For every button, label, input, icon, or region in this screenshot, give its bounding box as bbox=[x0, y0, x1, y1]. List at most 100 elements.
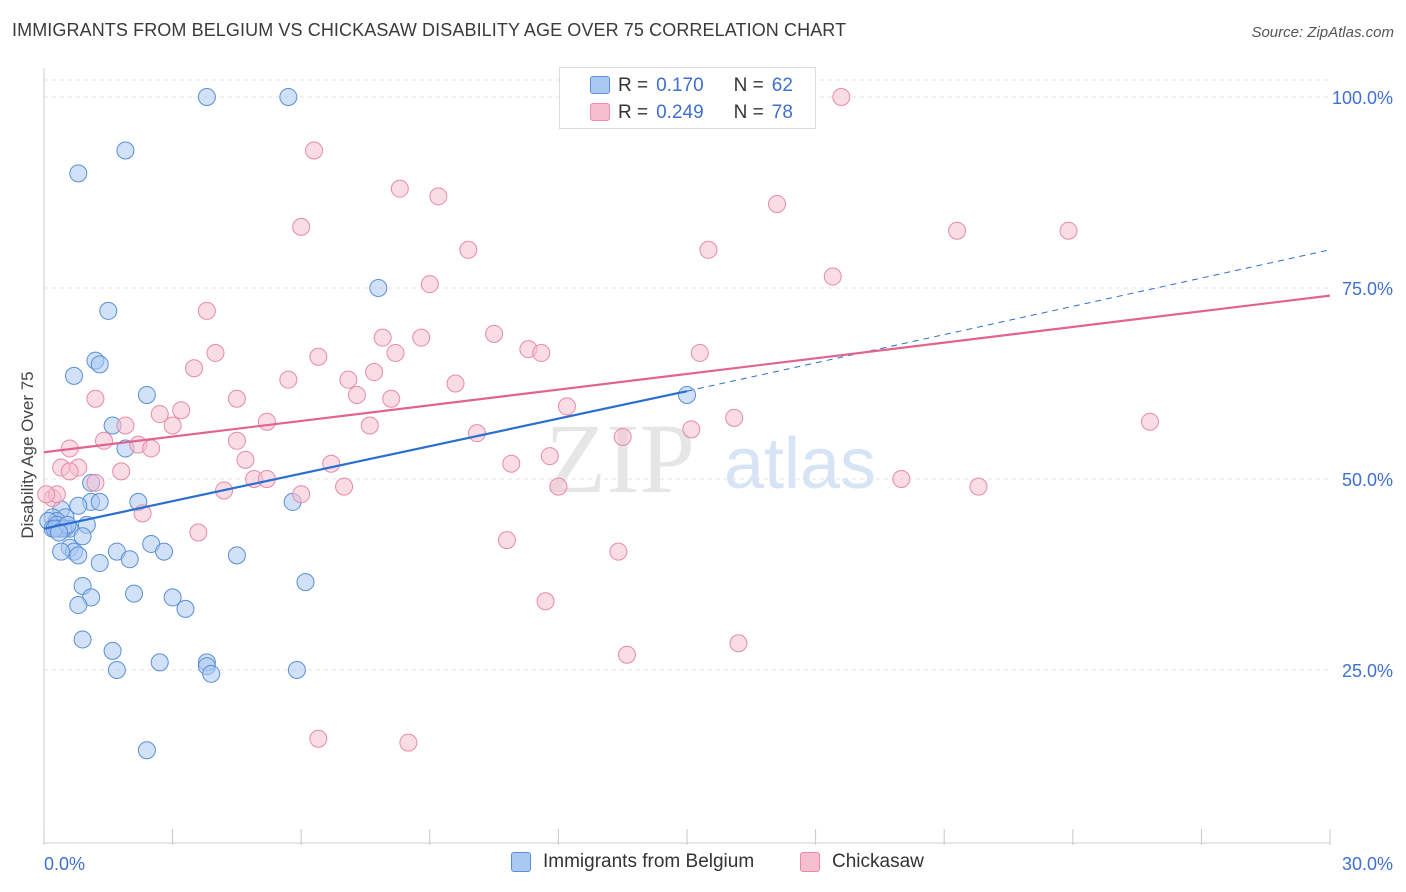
y-tick-label-50: 50.0% bbox=[1342, 470, 1393, 490]
chart-title: IMMIGRANTS FROM BELGIUM VS CHICKASAW DIS… bbox=[12, 20, 847, 40]
chickasaw-point bbox=[690, 343, 709, 362]
belgium-point bbox=[69, 546, 88, 565]
series-belgium-points bbox=[39, 88, 696, 760]
chickasaw-point bbox=[617, 645, 636, 664]
chickasaw-point bbox=[1140, 412, 1159, 431]
y-tick-labels: 25.0% 50.0% 75.0% 100.0% bbox=[1332, 88, 1393, 681]
belgium-point bbox=[287, 661, 306, 679]
chickasaw-point bbox=[227, 431, 246, 450]
belgium-point bbox=[90, 492, 109, 511]
chickasaw-point bbox=[236, 450, 255, 469]
belgium-point bbox=[137, 741, 156, 760]
chickasaw-point bbox=[467, 424, 486, 443]
chickasaw-point bbox=[185, 359, 204, 378]
chickasaw-point bbox=[309, 347, 328, 366]
chickasaw-point bbox=[699, 240, 718, 259]
chickasaw-point bbox=[459, 240, 478, 259]
trend-line-belgium bbox=[43, 390, 688, 530]
belgium-point bbox=[52, 542, 71, 561]
trend-lines bbox=[43, 249, 1331, 530]
x-tick-labels: 0.0% 30.0% bbox=[44, 854, 1393, 874]
chickasaw-point bbox=[150, 405, 169, 424]
chickasaw-point bbox=[292, 485, 311, 504]
chickasaw-point bbox=[257, 412, 276, 431]
trend-line-chickasaw bbox=[43, 294, 1331, 454]
chickasaw-point bbox=[189, 523, 208, 542]
y-tick-label-100: 100.0% bbox=[1332, 88, 1393, 108]
legend-n-value: 78 bbox=[771, 102, 793, 123]
legend-label-belgium: Immigrants from Belgium bbox=[543, 851, 755, 872]
belgium-point bbox=[50, 523, 69, 542]
chickasaw-point bbox=[142, 439, 161, 458]
chickasaw-point bbox=[347, 385, 366, 404]
chickasaw-point bbox=[446, 374, 465, 393]
belgium-point bbox=[90, 355, 109, 374]
chickasaw-point bbox=[969, 477, 988, 496]
chickasaw-point bbox=[172, 401, 191, 420]
chickasaw-point bbox=[832, 88, 851, 106]
watermark: ZIP atlas bbox=[545, 403, 876, 514]
belgium-point bbox=[296, 573, 315, 592]
chickasaw-point bbox=[322, 454, 341, 473]
legend-row-belgium: R = 0.170 N = 62 bbox=[590, 74, 793, 98]
chickasaw-point bbox=[768, 194, 787, 213]
belgium-point bbox=[65, 366, 84, 385]
watermark-zip: ZIP bbox=[545, 403, 695, 514]
legend-r-value: 0.249 bbox=[656, 102, 704, 123]
legend-item-chickasaw: Chickasaw bbox=[800, 851, 924, 873]
chickasaw-point bbox=[227, 389, 246, 408]
belgium-point bbox=[202, 664, 221, 683]
belgium-point bbox=[99, 301, 118, 320]
chickasaw-point bbox=[609, 542, 628, 561]
y-axis-label: Disability Age Over 75 bbox=[18, 371, 37, 539]
belgium-point bbox=[125, 584, 144, 603]
chickasaw-point bbox=[412, 328, 431, 347]
legend-n-label: N = bbox=[733, 102, 764, 123]
chickasaw-point bbox=[305, 141, 324, 160]
chickasaw-point bbox=[197, 301, 216, 320]
legend-r-value: 0.170 bbox=[656, 75, 704, 96]
chickasaw-point bbox=[725, 408, 744, 427]
chickasaw-point bbox=[549, 477, 568, 496]
belgium-point bbox=[279, 88, 298, 106]
chickasaw-point bbox=[339, 370, 358, 389]
chickasaw-point bbox=[682, 420, 701, 439]
chickasaw-point bbox=[163, 416, 182, 435]
chickasaw-point bbox=[112, 462, 131, 481]
legend-n-value: 62 bbox=[771, 75, 793, 96]
chickasaw-point bbox=[279, 370, 298, 389]
chickasaw-point bbox=[373, 328, 392, 347]
series-chickasaw-points bbox=[37, 88, 1159, 752]
legend-row-chickasaw: R = 0.249 N = 78 bbox=[590, 101, 793, 125]
axes bbox=[43, 68, 1331, 845]
legend-swatch-belgium bbox=[511, 852, 531, 872]
legend-n-label: N = bbox=[733, 75, 764, 96]
belgium-point bbox=[69, 164, 88, 183]
y-tick-label-25: 25.0% bbox=[1342, 661, 1393, 681]
chickasaw-point bbox=[557, 397, 576, 416]
chickasaw-point bbox=[502, 454, 521, 473]
belgium-point bbox=[73, 630, 92, 649]
chickasaw-point bbox=[540, 447, 559, 466]
legend-swatch-belgium bbox=[590, 76, 610, 94]
belgium-point bbox=[137, 385, 156, 404]
chickasaw-point bbox=[386, 343, 405, 362]
chickasaw-point bbox=[613, 427, 632, 446]
chickasaw-point bbox=[485, 324, 504, 343]
belgium-point bbox=[176, 599, 195, 618]
trend-line-belgium-extension bbox=[686, 249, 1331, 392]
source-label: Source: ZipAtlas.com bbox=[1251, 24, 1394, 41]
chickasaw-point bbox=[292, 217, 311, 236]
chickasaw-point bbox=[390, 179, 409, 198]
belgium-point bbox=[69, 496, 88, 515]
belgium-point bbox=[120, 550, 139, 569]
chickasaw-point bbox=[37, 485, 56, 504]
chickasaw-point bbox=[360, 416, 379, 435]
chickasaw-point bbox=[86, 389, 105, 408]
belgium-point bbox=[227, 546, 246, 565]
chickasaw-point bbox=[1059, 221, 1078, 240]
chickasaw-point bbox=[536, 592, 555, 611]
y-tick-label-75: 75.0% bbox=[1342, 279, 1393, 299]
legend-r-label: R = bbox=[618, 75, 649, 96]
